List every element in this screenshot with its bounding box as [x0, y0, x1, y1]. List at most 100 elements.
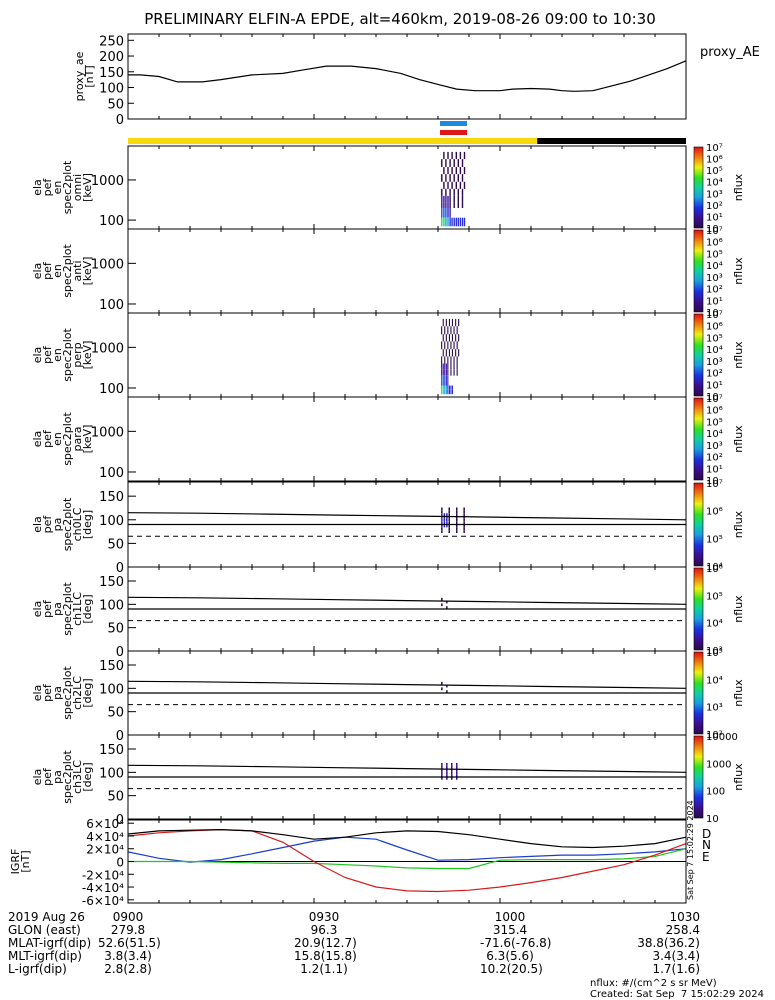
ch1LC-ylabel-line: ela [31, 601, 44, 618]
ch3LC-cell [456, 768, 458, 772]
perp-cell [448, 389, 450, 395]
omni-cell [463, 217, 466, 222]
igrf-legend-E: E [702, 850, 710, 864]
igrf-ytick-label: -2×10⁴ [82, 868, 124, 882]
ch3LC-cell [446, 765, 448, 769]
ch1LC-ylabel-line: pa [51, 602, 64, 616]
omni-cell [455, 181, 457, 189]
footer-mlat-value: 38.8(36.2) [637, 936, 700, 950]
ch0LC-cell [446, 513, 448, 516]
omni-colorbar-label: nflux [732, 173, 745, 201]
perp-cell [450, 326, 452, 335]
omni-cell [459, 167, 462, 175]
ch1LC-colorbar-tick: 10³ [706, 646, 723, 657]
ch3LC-cell [451, 774, 453, 777]
ch2LC-ytick-label: 0 [116, 729, 124, 744]
ch0LC-ytick-label: 150 [99, 490, 124, 505]
anti-colorbar-tick: 10⁵ [706, 249, 723, 260]
perp-cell [444, 385, 446, 390]
perp-frame [127, 312, 687, 398]
proxy-ae-ytick-label: 50 [107, 97, 124, 112]
ch2LC-colorbar-label-text: nflux [732, 679, 745, 707]
proxy-ae-frame [127, 33, 687, 120]
footer-glon-value: 258.4 [665, 923, 700, 937]
ch0LC-cell [463, 521, 465, 525]
omni-cell [441, 202, 443, 208]
ch3LC-ylabel-line: spec2plot [61, 750, 74, 804]
anti-colorbar-tick: 10⁶ [706, 238, 723, 249]
ch1LC-colorbar-tick: 10⁴ [706, 619, 723, 630]
anti-colorbar-tick: 10 [706, 308, 719, 319]
ch3LC-colorbar-label: nflux [732, 763, 745, 791]
perp-cell [444, 380, 446, 386]
ch0LC-cell [463, 527, 465, 531]
ch0LC-cell [441, 518, 443, 522]
ch1LC-cell [441, 597, 443, 601]
ch0LC-ylabel-line: pef [41, 515, 54, 534]
ch0LC-cell [448, 518, 450, 522]
omni-cell [445, 221, 447, 227]
perp-cell [444, 389, 446, 395]
igrf-series-btot [127, 828, 687, 849]
panel-ch2LC: 050100150elapefpaspec2plotch2LC[deg]10²1… [31, 648, 745, 744]
omni-colorbar-tick: 10⁴ [706, 178, 723, 189]
omni-cell [445, 159, 447, 167]
para-colorbar-tick: 10 [706, 476, 719, 487]
perp-cell [456, 356, 458, 364]
ch0LC-cell [446, 524, 448, 528]
ch0LC-colorbar-tick: 10⁴ [706, 562, 723, 573]
perp-cell [442, 349, 444, 357]
perp-cell [445, 318, 447, 327]
igrf-ytick-label: 0 [116, 856, 124, 870]
panel-anti: 1001000elapefenspec2plotanti[keV]1010¹10… [31, 226, 745, 319]
footer-mlt-value: 15.8(15.8) [294, 949, 357, 963]
ch3LC-ylabel-line: pa [51, 770, 64, 784]
omni-ylabel-line: en [51, 181, 64, 195]
proxy-ae-ytick-label: 100 [99, 82, 124, 97]
perp-cell [447, 385, 449, 390]
perp-colorbar-tick: 10 [706, 392, 719, 403]
perp-cell [445, 385, 447, 390]
ch2LC-loss-cone-upper [127, 680, 687, 689]
omni-cell [445, 188, 447, 196]
omni-ylabel-line: [keV] [81, 173, 94, 202]
perp-cell [444, 326, 446, 335]
omni-cell [463, 167, 466, 175]
perp-ylabel-line: perp [71, 342, 84, 367]
ch2LC-cell [446, 684, 448, 688]
ch0LC-ylabel-line: [deg] [81, 510, 94, 539]
footer-l-value: 10.2(20.5) [480, 962, 543, 976]
ch2LC-ytick-label: 100 [99, 682, 124, 697]
anti-colorbar [693, 229, 704, 313]
perp-colorbar-label-text: nflux [732, 341, 745, 369]
ch2LC-ylabel-line: [deg] [81, 678, 94, 707]
perp-cell [456, 369, 458, 376]
igrf-series-bz [128, 848, 687, 870]
perp-colorbar-label: nflux [732, 341, 745, 369]
omni-cell [457, 217, 459, 222]
footer-t-value: 0930 [308, 910, 340, 924]
footer-l-value: 2.8(2.8) [104, 962, 152, 976]
perp-cell [455, 349, 457, 357]
sunlight-bar [128, 138, 538, 144]
ch2LC-ylabel-line: pa [51, 686, 64, 700]
para-ylabel-line: spec2plot [61, 412, 74, 466]
anti-colorbar-tick: 10⁴ [706, 261, 723, 272]
perp-ylabel-line: pef [41, 345, 54, 364]
footer-mlt-value: 3.8(3.4) [104, 949, 152, 963]
ch3LC-ytick-label: 100 [99, 766, 124, 781]
igrf-ytick-label: 4×10⁴ [86, 830, 124, 844]
omni-cell [453, 188, 455, 196]
para-colorbar-tick: 10² [706, 453, 723, 464]
perp-cell [442, 363, 444, 370]
ch0LC-cell [456, 524, 458, 528]
ch2LC-ylabel-line: pef [41, 683, 54, 702]
ch0LC-cell [443, 518, 446, 522]
perp-cell [444, 375, 446, 381]
omni-cell [455, 217, 457, 222]
omni-cell [455, 167, 457, 175]
perp-cell [450, 363, 452, 370]
omni-cell [447, 202, 449, 208]
